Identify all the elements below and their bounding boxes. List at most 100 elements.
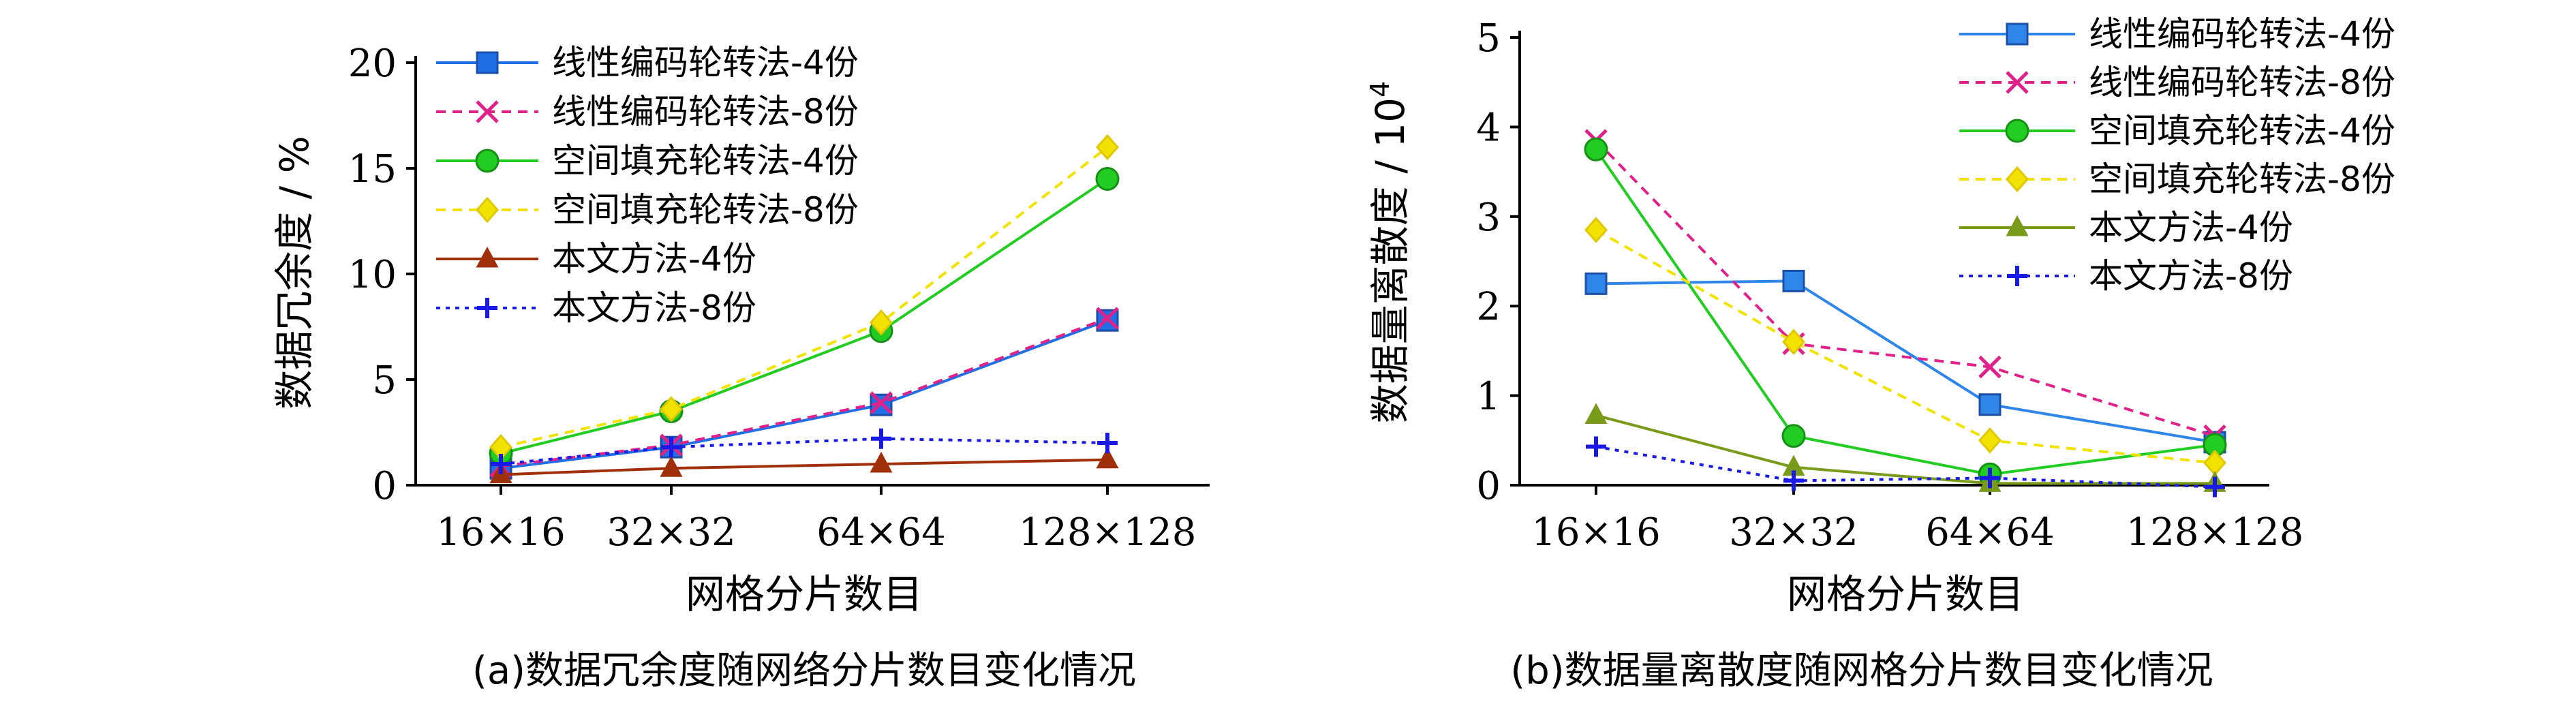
chart-b-caption: (b)数据量离散度随网格分片数目变化情况	[1510, 649, 2213, 693]
chart-b-legend: 线性编码轮转法-4份线性编码轮转法-8份空间填充轮转法-4份空间填充轮转法-8份…	[1959, 14, 2395, 296]
chart-a-series-5-point-2	[660, 456, 683, 477]
chart-b-y-tick-label: 3	[1476, 196, 1501, 240]
chart-a-caption: (a)数据冗余度随网络分片数目变化情况	[472, 649, 1136, 693]
chart-b-dispersion: 0 1 2 3 4 5 16×16 32×32 64×64 128×128 网格分片数目 数据量离散度…	[1365, 14, 2395, 693]
chart-b-y-tick-label: 5	[1476, 16, 1501, 61]
chart-b-series-4-point-1	[1584, 217, 1608, 243]
chart-a-series-2-line	[500, 317, 1108, 468]
chart-b-legend-marker-5	[2006, 215, 2029, 236]
chart-b-x-tick-label: 64×64	[1925, 510, 2054, 555]
chart-a-series-2-point-4	[1096, 307, 1119, 330]
chart-a-series-2	[489, 307, 1119, 478]
chart-a-y-axis-title: 数据冗余度 / %	[271, 136, 318, 410]
chart-b-series-5	[1584, 403, 2226, 492]
chart-a-series-2-point-3	[870, 391, 893, 414]
chart-b-x-tick-label: 32×32	[1729, 510, 1858, 555]
chart-b-y-tick-label: 4	[1476, 106, 1501, 150]
chart-a-series-5-line	[500, 458, 1108, 476]
chart-a-y-tick-label: 20	[348, 42, 397, 86]
chart-b-legend-label-1: 线性编码轮转法-4份	[2089, 14, 2395, 54]
chart-b-legend-marker-6	[2007, 266, 2027, 286]
chart-a-series-3-point-4	[1095, 167, 1120, 191]
chart-b-series-4-line	[1595, 228, 2215, 465]
chart-b-series-4	[1584, 217, 2227, 476]
chart-a-series-4-line	[500, 146, 1109, 449]
chart-a-legend-label-6: 本文方法-8份	[552, 288, 756, 328]
chart-a-series-5-point-4	[1096, 447, 1119, 469]
chart-a-series-6-point-2	[661, 437, 681, 458]
chart-a-y-tick-label: 10	[348, 253, 397, 297]
chart-b-series-4-point-2	[1781, 328, 1806, 356]
chart-a-x-tick-label: 16×16	[436, 510, 565, 555]
chart-b-series-1-point-1	[1584, 272, 1608, 295]
chart-a-legend-label-1: 线性编码轮转法-4份	[552, 43, 859, 82]
chart-b-y-axis-title: 数据量离散度 / 104	[1365, 81, 1413, 423]
chart-a-legend-label-5: 本文方法-4份	[552, 239, 756, 279]
chart-a-legend-marker-6	[477, 298, 497, 318]
chart-b-legend-label-2: 线性编码轮转法-8份	[2089, 63, 2395, 102]
chart-b-series-3-line	[1595, 149, 2215, 476]
chart-a-series-4-point-3	[869, 309, 893, 336]
chart-a-legend-label-2: 线性编码轮转法-8份	[552, 92, 859, 132]
chart-a-series-4-point-4	[1095, 134, 1120, 161]
chart-b-legend-marker-4	[2005, 166, 2029, 193]
chart-b-series-1	[1584, 269, 2226, 454]
chart-a-legend-marker-5	[476, 246, 499, 268]
chart-b-y-tick-label: 0	[1476, 464, 1501, 508]
chart-b-series-3-point-2	[1781, 424, 1806, 448]
chart-a-series-1-line	[500, 319, 1108, 470]
chart-b-x-tick-label: 16×16	[1531, 510, 1660, 555]
chart-a-redundancy: 0 5 10 15 20 16×16 32×32 64×64 128×128 网格分片数目 数据冗余…	[271, 42, 1210, 693]
chart-a-legend-label-3: 空间填充轮转法-4份	[552, 141, 859, 181]
chart-b-legend-label-3: 空间填充轮转法-4份	[2089, 111, 2395, 151]
chart-a-y-tick-label: 0	[372, 464, 397, 508]
chart-b-series-3-point-1	[1584, 137, 1608, 161]
chart-a-legend-marker-4	[475, 196, 500, 224]
chart-a-legend-marker-2	[476, 100, 499, 123]
chart-b-x-tick-label: 128×128	[2126, 510, 2304, 555]
chart-b-series-2-line	[1595, 139, 2215, 437]
chart-a-series-6-point-3	[871, 428, 891, 449]
chart-a-series-6-point-4	[1097, 433, 1118, 453]
chart-a-series-3-line	[500, 177, 1109, 455]
chart-b-series-1-point-3	[1978, 393, 2002, 416]
chart-b-series-6-point-4	[2205, 476, 2225, 497]
chart-b-series-4-point-3	[1978, 427, 2002, 454]
chart-b-legend-marker-3	[2005, 119, 2029, 143]
chart-b-series-4-point-4	[2203, 449, 2227, 476]
chart-b-series-6-line	[1595, 445, 2215, 489]
chart-b-legend-marker-1	[2006, 22, 2029, 46]
chart-a-series-5-point-3	[870, 451, 893, 473]
chart-b-series-6	[1586, 436, 2225, 497]
chart-b-legend-label-5: 本文方法-4份	[2089, 208, 2293, 247]
chart-b-series-1-line	[1595, 279, 2215, 444]
chart-a-series-1	[489, 309, 1119, 480]
chart-b-y-tick-label: 2	[1476, 285, 1501, 329]
chart-b-series-6-point-2	[1783, 470, 1804, 491]
chart-a-series-4-point-2	[659, 396, 684, 422]
chart-a-y-tick-label: 15	[348, 147, 397, 191]
chart-b-series-6-point-3	[1980, 467, 2000, 489]
chart-b-y-tick-label: 1	[1476, 375, 1501, 419]
chart-a-series-6-point-1	[491, 454, 511, 474]
chart-a-x-tick-label: 32×32	[607, 510, 735, 555]
chart-b-series-5-point-1	[1584, 403, 1608, 425]
chart-a-series-6	[491, 428, 1118, 474]
chart-a-x-tick-label: 64×64	[816, 510, 945, 555]
chart-a-legend-label-4: 空间填充轮转法-8份	[552, 190, 859, 230]
chart-a-legend-marker-1	[476, 51, 499, 74]
chart-b-series-2-point-3	[1978, 355, 2002, 379]
chart-b-legend-marker-2	[2006, 71, 2029, 94]
chart-a-series-4	[489, 134, 1120, 461]
chart-a-y-tick-label: 5	[372, 358, 397, 403]
chart-b-legend-label-4: 空间填充轮转法-8份	[2089, 159, 2395, 199]
chart-a-x-axis-title: 网格分片数目	[686, 571, 923, 617]
chart-b-x-axis-title: 网格分片数目	[1787, 571, 2024, 617]
chart-a-x-tick-label: 128×128	[1019, 510, 1197, 555]
chart-b-series-6-point-1	[1586, 436, 1606, 457]
chart-a-legend-marker-3	[475, 149, 500, 173]
chart-b-series-1-point-2	[1782, 269, 1805, 292]
chart-b-legend-label-6: 本文方法-8份	[2089, 256, 2293, 296]
chart-a-legend: 线性编码轮转法-4份线性编码轮转法-8份空间填充轮转法-4份空间填充轮转法-8份…	[436, 43, 859, 328]
